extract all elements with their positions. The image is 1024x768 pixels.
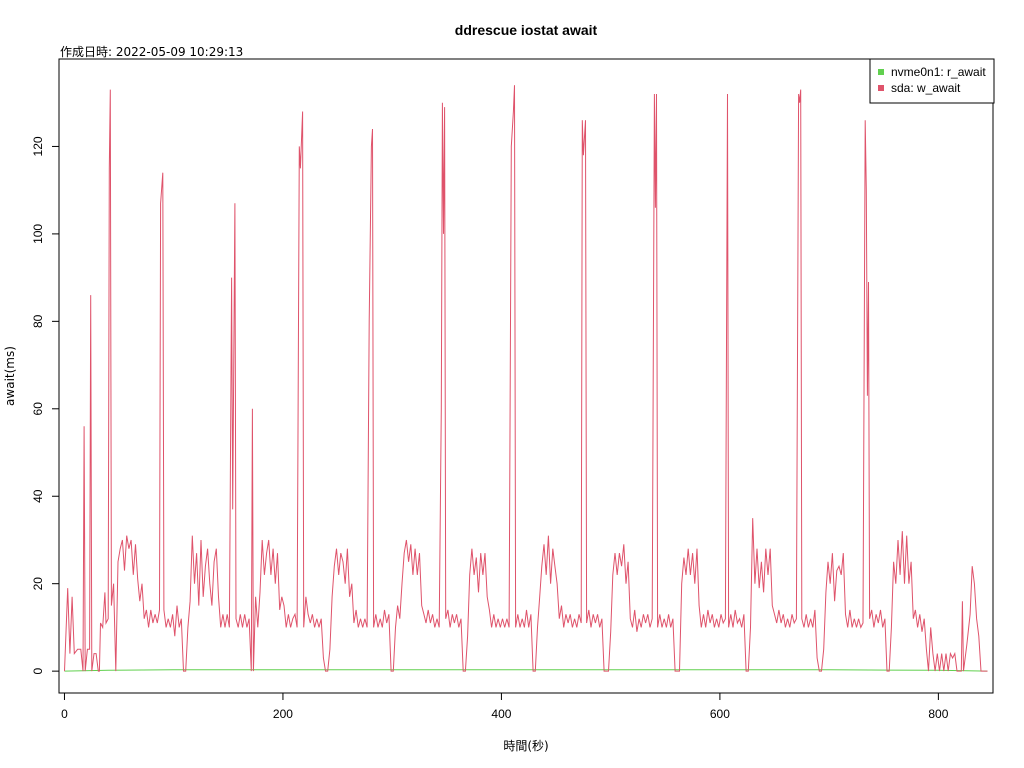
x-axis: 0 200 400 600 800 [61, 692, 949, 721]
y-tick-label: 40 [31, 489, 45, 503]
legend-swatch [878, 69, 884, 75]
y-axis: 0 20 40 60 80 100 120 [31, 136, 60, 674]
legend-label: nvme0n1: r_await [891, 65, 986, 79]
chart-subtitle: 作成日時: 2022-05-09 10:29:13 [60, 45, 243, 59]
series-line-1 [64, 85, 988, 672]
x-tick-label: 800 [928, 707, 948, 721]
y-tick-label: 120 [31, 136, 45, 156]
x-tick-label: 600 [710, 707, 730, 721]
legend: nvme0n1: r_await sda: w_await [869, 58, 995, 104]
y-tick-label: 100 [31, 224, 45, 244]
x-tick-label: 400 [491, 707, 511, 721]
chart-title: ddrescue iostat await [455, 22, 598, 38]
y-tick-label: 20 [31, 577, 45, 591]
y-tick-label: 80 [31, 314, 45, 328]
y-tick-label: 60 [31, 402, 45, 416]
y-tick-label: 0 [31, 667, 45, 674]
x-tick-label: 0 [61, 707, 68, 721]
x-tick-label: 200 [273, 707, 293, 721]
legend-swatch [878, 85, 884, 91]
series-line-0 [64, 669, 988, 672]
y-axis-label: await(ms) [3, 346, 17, 406]
legend-box [869, 58, 995, 104]
x-axis-label: 時間(秒) [503, 739, 548, 753]
legend-label: sda: w_await [891, 81, 961, 95]
plot-lines [64, 85, 988, 672]
